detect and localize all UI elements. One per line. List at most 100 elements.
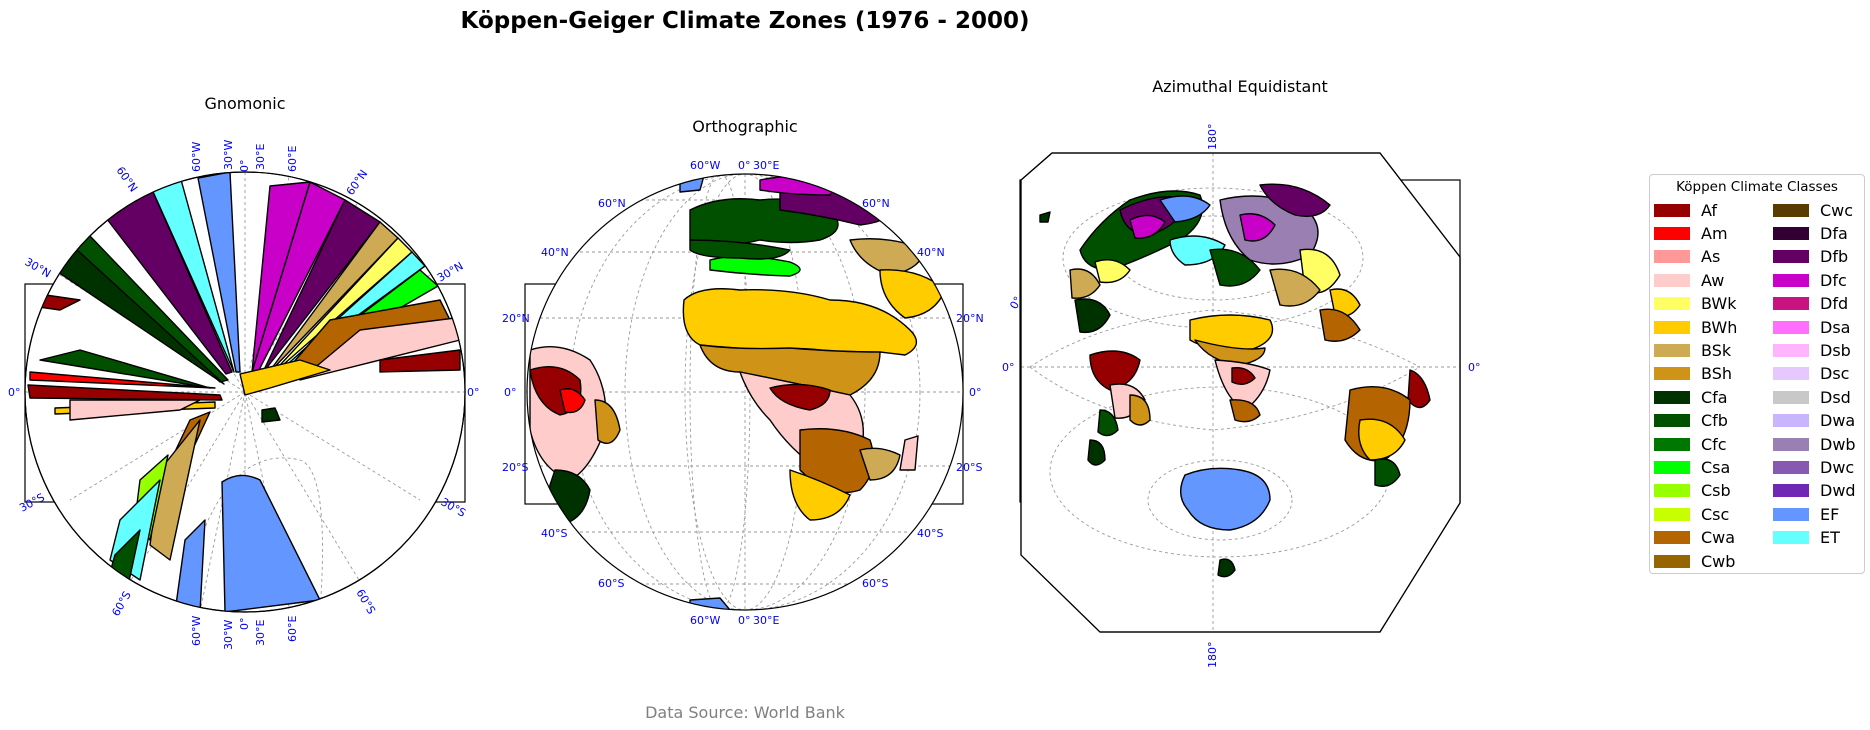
gnomonic-tick-top-30e: 30°E — [254, 144, 267, 170]
legend-label: Af — [1701, 200, 1718, 220]
legend-entry-dsa: Dsa — [1773, 316, 1850, 338]
orthographic-title: Orthographic — [692, 117, 797, 136]
gnomonic-tick-bottom-60w: 60°W — [190, 616, 203, 646]
legend-swatch — [1654, 390, 1690, 404]
legend-label: Csa — [1701, 457, 1731, 477]
legend-swatch — [1773, 367, 1809, 381]
legend-swatch — [1773, 437, 1809, 451]
legend-entry-bsk: BSk — [1654, 339, 1731, 361]
legend-swatch — [1773, 226, 1809, 240]
gnomonic-tick-lr-30s: 30°S — [439, 495, 468, 520]
legend-entry-cwc: Cwc — [1773, 199, 1853, 221]
ortho-tick-right-0: 0° — [969, 386, 982, 399]
legend-entry-bwk: BWk — [1654, 293, 1737, 315]
legend-entry-dwd: Dwd — [1773, 480, 1856, 502]
legend-entry-bsh: BSh — [1654, 363, 1732, 385]
gnomonic-tick-top-60e: 60°E — [286, 146, 299, 172]
legend-swatch — [1654, 437, 1690, 451]
legend-label: ET — [1820, 528, 1840, 548]
legend-label: Cfc — [1701, 434, 1727, 454]
legend-label: BWh — [1701, 317, 1738, 337]
orthographic-map: Orthographic — [502, 117, 984, 627]
ortho-tick-top-0: 0° — [738, 159, 751, 172]
azimuthal-tick-top-180: 180° — [1206, 124, 1219, 151]
gnomonic-tick-ur-60n: 60°N — [344, 168, 371, 198]
gnomonic-tick-ul-30n: 30°N — [23, 255, 54, 280]
ortho-tick-left-60s: 60°S — [598, 577, 624, 590]
legend-swatch — [1773, 320, 1809, 334]
gnomonic-tick-left-0: 0° — [8, 386, 21, 399]
legend-swatch — [1773, 343, 1809, 357]
gnomonic-tick-top-60w: 60°W — [190, 142, 203, 172]
legend-swatch — [1773, 250, 1809, 264]
legend-swatch — [1654, 203, 1690, 217]
legend-swatch — [1654, 414, 1690, 428]
legend-label: Dsa — [1820, 317, 1851, 337]
legend-entry-aw: Aw — [1654, 269, 1724, 291]
legend-entry-cwa: Cwa — [1654, 527, 1735, 549]
gnomonic-tick-right-0: 0° — [467, 386, 480, 399]
legend-label: As — [1701, 247, 1721, 267]
legend-label: BSh — [1701, 364, 1732, 384]
legend-label: Dwc — [1820, 457, 1855, 477]
azimuthal-tick-right-0: 0° — [1468, 361, 1481, 374]
legend-entry-dwb: Dwb — [1773, 433, 1856, 455]
legend-label: Csb — [1701, 481, 1731, 501]
legend-swatch — [1773, 390, 1809, 404]
legend-entry-cfb: Cfb — [1654, 410, 1728, 432]
ortho-tick-bottom-60w: 60°W — [690, 614, 720, 627]
legend-swatch — [1654, 484, 1690, 498]
legend-entry-am: Am — [1654, 222, 1728, 244]
legend: Köppen Climate Classes Af Am As Aw BWk BWh BSk… — [1649, 174, 1865, 574]
legend-swatch — [1654, 343, 1690, 357]
ortho-tick-left-20n: 20°N — [502, 312, 530, 325]
legend-entry-csc: Csc — [1654, 503, 1729, 525]
gnomonic-tick-bottom-0: 0° — [238, 618, 251, 631]
legend-label: Dwd — [1820, 481, 1856, 501]
legend-label: Dfd — [1820, 294, 1849, 314]
legend-label: BWk — [1701, 294, 1737, 314]
azimuthal-tick-left-0: 0° — [1002, 361, 1015, 374]
ortho-tick-left-40s: 40°S — [541, 527, 567, 540]
legend-entry-as: As — [1654, 246, 1720, 268]
ortho-tick-top-60w: 60°W — [690, 159, 720, 172]
legend-swatch — [1773, 507, 1809, 521]
legend-swatch — [1654, 531, 1690, 545]
legend-label: Cwa — [1701, 528, 1736, 548]
legend-entry-dfc: Dfc — [1773, 269, 1847, 291]
gnomonic-map: Gnomonic — [8, 94, 480, 650]
gnomonic-tick-lr-60s: 60°S — [353, 587, 378, 616]
legend-entry-dsd: Dsd — [1773, 386, 1851, 408]
legend-entry-bwh: BWh — [1654, 316, 1737, 338]
data-source: Data Source: World Bank — [645, 703, 846, 722]
legend-label: Dsd — [1820, 387, 1851, 407]
figure-title: Köppen-Geiger Climate Zones (1976 - 2000… — [461, 8, 1030, 34]
gnomonic-land — [25, 172, 461, 612]
legend-swatch — [1773, 273, 1809, 287]
azimuthal-tick-left-upper-0: 0° — [1007, 294, 1025, 311]
gnomonic-tick-ur-30n: 30°N — [435, 259, 466, 284]
legend-label: Dwa — [1820, 411, 1856, 431]
legend-entry-cwb: Cwb — [1654, 550, 1735, 572]
ortho-tick-left-0: 0° — [504, 386, 517, 399]
gnomonic-tick-top-30w: 30°W — [222, 140, 235, 170]
azimuthal-title: Azimuthal Equidistant — [1152, 77, 1328, 96]
legend-label: Dsc — [1820, 364, 1850, 384]
ortho-tick-left-60n: 60°N — [598, 197, 626, 210]
legend-entry-et: ET — [1773, 527, 1840, 549]
legend-label: Dfc — [1820, 270, 1847, 290]
legend-swatch — [1654, 250, 1690, 264]
legend-entry-cfa: Cfa — [1654, 386, 1728, 408]
azimuthal-land — [1039, 183, 1431, 578]
ortho-tick-bottom-0: 0° — [738, 614, 751, 627]
legend-label: EF — [1820, 504, 1840, 524]
ortho-tick-right-20s: 20°S — [956, 461, 982, 474]
legend-swatch — [1654, 273, 1690, 287]
legend-swatch — [1654, 460, 1690, 474]
ortho-tick-left-40n: 40°N — [541, 246, 569, 259]
legend-label: Csc — [1701, 504, 1730, 524]
gnomonic-tick-bottom-60e: 60°E — [286, 616, 299, 642]
ortho-tick-right-60s: 60°S — [862, 577, 888, 590]
legend-label: Cwc — [1820, 200, 1854, 220]
